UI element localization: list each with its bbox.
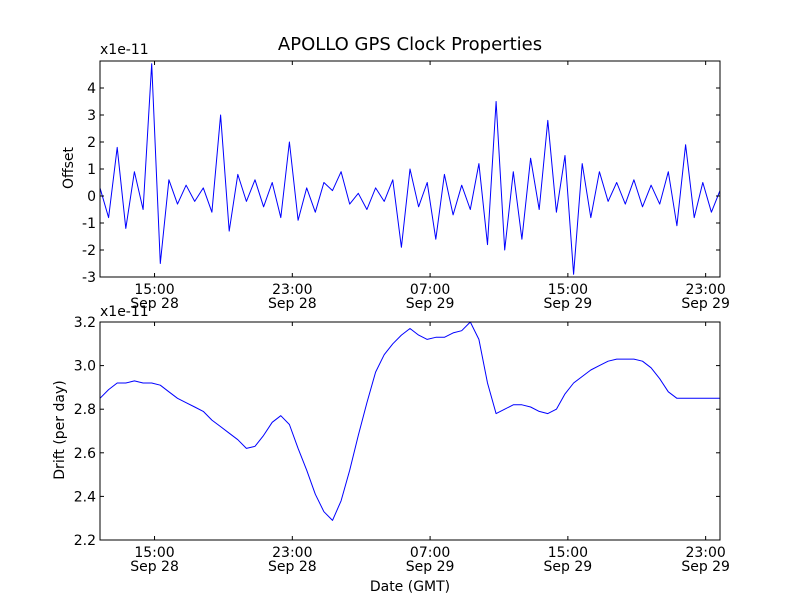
drift-x-tick-label-date: Sep 29 bbox=[681, 559, 730, 575]
offset-y-tick-label: -2 bbox=[82, 243, 96, 259]
offset-y-tick-label: -3 bbox=[82, 270, 96, 286]
offset-y-tick-label: 4 bbox=[87, 81, 96, 97]
drift-x-tick-label-time: 15:00 bbox=[134, 545, 174, 561]
offset-y-tick-label: 3 bbox=[87, 108, 96, 124]
drift-x-tick-label-time: 15:00 bbox=[548, 545, 588, 561]
offset-x-tick-label-date: Sep 28 bbox=[130, 296, 179, 312]
offset-y-axis-label: Offset bbox=[61, 146, 77, 189]
offset-series-line bbox=[100, 63, 720, 275]
drift-x-tick-label-date: Sep 29 bbox=[544, 559, 593, 575]
drift-panel: x1e-11 Drift (per day) Date (GMT) 2.2 2.4… bbox=[52, 304, 730, 595]
drift-y-tick-label: 2.2 bbox=[74, 533, 96, 549]
drift-x-tick-label-date: Sep 29 bbox=[406, 559, 455, 575]
drift-plot-area bbox=[100, 322, 720, 521]
offset-x-tick-label-time: 15:00 bbox=[134, 282, 174, 298]
drift-y-tick-label: 3.2 bbox=[74, 315, 96, 331]
offset-y-tick-label: 1 bbox=[87, 162, 96, 178]
drift-x-tick-label-date: Sep 28 bbox=[268, 559, 317, 575]
offset-x-tick-label-date: Sep 28 bbox=[268, 296, 317, 312]
drift-scale-label: x1e-11 bbox=[100, 304, 149, 320]
drift-y-tick-label: 3.0 bbox=[74, 359, 96, 375]
offset-x-tick-label-time: 07:00 bbox=[410, 282, 450, 298]
offset-x-tick-label-date: Sep 29 bbox=[681, 296, 730, 312]
drift-y-axis-label: Drift (per day) bbox=[52, 380, 68, 479]
drift-x-tick-label-time: 23:00 bbox=[685, 545, 725, 561]
drift-x-tick-label-date: Sep 28 bbox=[130, 559, 179, 575]
offset-x-tick-label-date: Sep 29 bbox=[406, 296, 455, 312]
chart-title: APOLLO GPS Clock Properties bbox=[278, 34, 542, 55]
offset-plot-area bbox=[100, 63, 720, 275]
drift-y-tick-label: 2.6 bbox=[74, 446, 96, 462]
drift-x-tick-label-time: 23:00 bbox=[272, 545, 312, 561]
offset-x-tick-label-time: 23:00 bbox=[272, 282, 312, 298]
offset-y-tick-label: 0 bbox=[87, 189, 96, 205]
offset-y-tick-label: -1 bbox=[82, 216, 96, 232]
drift-y-tick-label: 2.4 bbox=[74, 489, 96, 505]
drift-y-tick-label: 2.8 bbox=[74, 402, 96, 418]
offset-y-tick-label: 2 bbox=[87, 135, 96, 151]
drift-series-line bbox=[100, 322, 720, 521]
drift-axes-frame bbox=[99, 321, 721, 541]
offset-scale-label: x1e-11 bbox=[100, 42, 149, 58]
offset-x-tick-label-date: Sep 29 bbox=[544, 296, 593, 312]
offset-x-tick-label-time: 15:00 bbox=[548, 282, 588, 298]
offset-x-tick-label-time: 23:00 bbox=[685, 282, 725, 298]
drift-x-tick-label-time: 07:00 bbox=[410, 545, 450, 561]
drift-x-axis-label: Date (GMT) bbox=[370, 579, 450, 595]
